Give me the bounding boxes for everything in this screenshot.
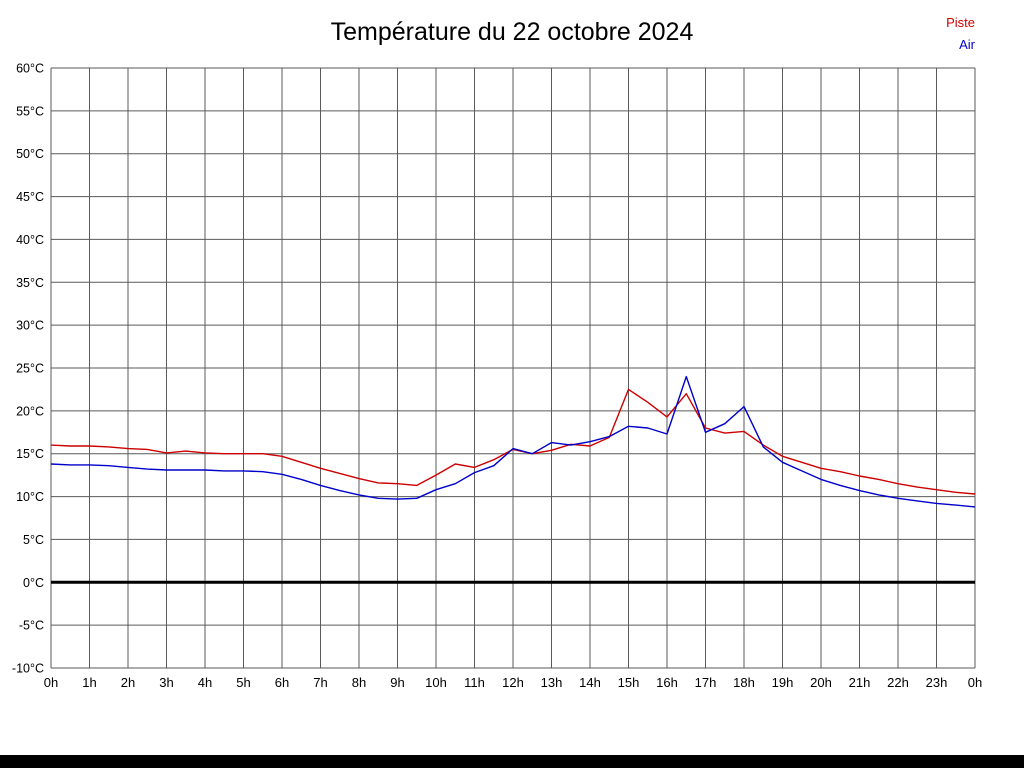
y-tick-label: 20°C <box>16 404 44 418</box>
x-tick-label: 5h <box>236 675 250 690</box>
y-tick-label: 35°C <box>16 276 44 290</box>
y-tick-label: 5°C <box>23 533 44 547</box>
y-tick-label: 15°C <box>16 447 44 461</box>
y-tick-label: 0°C <box>23 576 44 590</box>
y-tick-label: 50°C <box>16 147 44 161</box>
legend-piste: Piste <box>946 15 975 30</box>
y-tick-label: 45°C <box>16 190 44 204</box>
x-tick-label: 0h <box>44 675 58 690</box>
x-tick-label: 9h <box>390 675 404 690</box>
x-tick-label: 20h <box>810 675 832 690</box>
x-tick-label: 14h <box>579 675 601 690</box>
x-tick-label: 12h <box>502 675 524 690</box>
y-tick-label: 10°C <box>16 490 44 504</box>
x-tick-label: 17h <box>695 675 717 690</box>
bottom-bar <box>0 755 1024 768</box>
x-tick-label: 21h <box>849 675 871 690</box>
y-tick-label: 55°C <box>16 104 44 118</box>
y-tick-label: -5°C <box>19 619 44 633</box>
x-tick-label: 4h <box>198 675 212 690</box>
x-tick-label: 18h <box>733 675 755 690</box>
y-tick-label: 60°C <box>16 62 44 76</box>
x-tick-label: 19h <box>772 675 794 690</box>
x-tick-label: 8h <box>352 675 366 690</box>
x-tick-label: 11h <box>464 675 485 690</box>
legend: Piste Air <box>946 12 975 56</box>
series-line-air <box>50 375 976 508</box>
y-tick-label: 40°C <box>16 233 44 247</box>
chart-title: Température du 22 octobre 2024 <box>330 18 694 46</box>
y-tick-label: 30°C <box>16 319 44 333</box>
x-tick-label: 16h <box>656 675 678 690</box>
x-tick-label: 23h <box>926 675 948 690</box>
x-tick-label: 0h <box>968 675 982 690</box>
x-tick-label: 1h <box>82 675 96 690</box>
x-tick-label: 7h <box>313 675 327 690</box>
x-tick-label: 13h <box>541 675 563 690</box>
x-tick-label: 15h <box>618 675 640 690</box>
x-tick-label: 10h <box>425 675 447 690</box>
legend-air: Air <box>959 37 975 52</box>
x-tick-label: 3h <box>159 675 173 690</box>
y-tick-label: -10°C <box>12 662 44 676</box>
y-tick-label: 25°C <box>16 362 44 376</box>
x-tick-label: 22h <box>887 675 909 690</box>
x-tick-label: 6h <box>275 675 289 690</box>
x-tick-label: 2h <box>121 675 135 690</box>
